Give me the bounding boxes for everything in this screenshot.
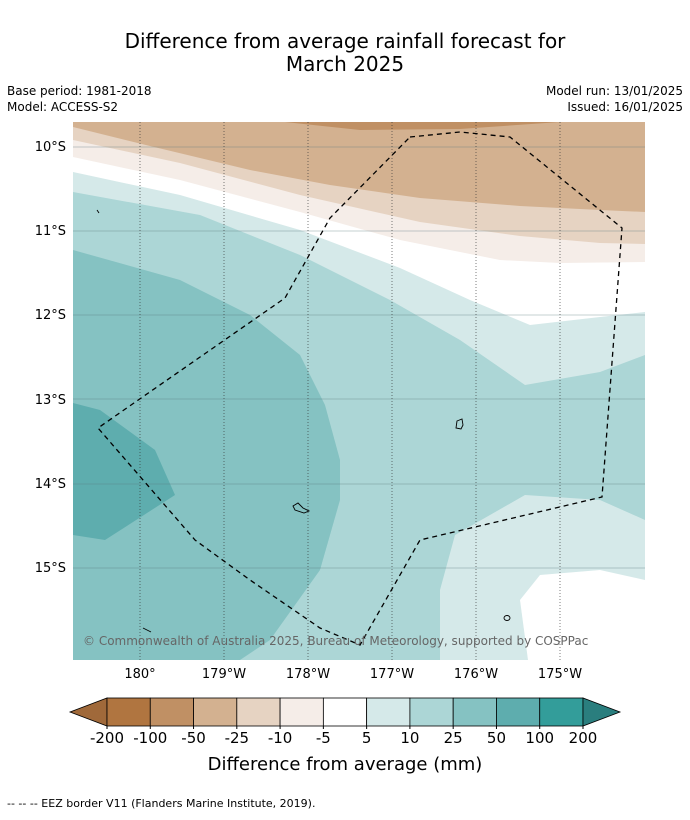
- colorbar-segment: [452, 697, 497, 727]
- colorbar: [68, 697, 622, 729]
- colorbar-segment: [193, 697, 238, 727]
- lon-label: 180°: [124, 667, 155, 682]
- colorbar-extend-high: [582, 697, 622, 727]
- title-line-1: Difference from average rainfall forecas…: [124, 29, 566, 53]
- colorbar-tick-label: 200: [569, 729, 598, 747]
- colorbar-segment: [366, 697, 411, 727]
- colorbar-segment: [149, 697, 194, 727]
- band-50-100: [73, 403, 175, 540]
- lat-label: 13°S: [35, 393, 66, 408]
- lon-label: 178°W: [286, 667, 330, 682]
- lat-label: 15°S: [35, 561, 66, 576]
- colorbar-tick-label: -10: [268, 729, 293, 747]
- colorbar-segment: [409, 697, 454, 727]
- lon-label: 177°W: [370, 667, 414, 682]
- model-name: Model: ACCESS-S2: [7, 100, 119, 114]
- colorbar-tick-label: 10: [400, 729, 419, 747]
- colorbar-tick-label: 100: [525, 729, 554, 747]
- band-minus50-minus100: [285, 122, 560, 130]
- islands: [96, 209, 511, 633]
- metadata-right: Model run: 13/01/2025 Issued: 16/01/2025: [546, 83, 683, 115]
- colorbar-tick-label: -25: [225, 729, 250, 747]
- lat-label: 12°S: [35, 308, 66, 323]
- colorbar-segment: [106, 697, 151, 727]
- lat-label: 10°S: [35, 140, 66, 155]
- longitude-labels: 180° 179°W 178°W 177°W 176°W 175°W: [124, 667, 582, 682]
- metadata-left: Base period: 1981-2018 Model: ACCESS-S2: [7, 83, 152, 115]
- island-east: [455, 418, 464, 430]
- band-minus25-minus50: [73, 122, 645, 212]
- eez-footnote: -- -- -- EEZ border V11 (Flanders Marine…: [7, 797, 316, 810]
- colorbar-tick-label: 50: [487, 729, 506, 747]
- model-run: Model run: 13/01/2025: [545, 84, 683, 98]
- base-period: Base period: 1981-2018: [7, 84, 152, 98]
- latitude-labels: 10°S 11°S 12°S 13°S 14°S 15°S: [35, 140, 66, 576]
- title-line-2: March 2025: [285, 52, 405, 76]
- colorbar-segment: [496, 697, 541, 727]
- island-central: [292, 502, 311, 514]
- island-northwest: [96, 209, 100, 214]
- colorbar-segment: [322, 697, 368, 727]
- lon-label: 179°W: [202, 667, 246, 682]
- colorbar-tick-label: 5: [362, 729, 372, 747]
- colorbar-segment: [279, 697, 324, 727]
- colorbar-tick-label: -100: [133, 729, 167, 747]
- colorbar-tick-label: 25: [444, 729, 463, 747]
- lat-label: 11°S: [35, 224, 66, 239]
- lon-label: 175°W: [538, 667, 582, 682]
- map-title: Difference from average rainfall forecas…: [0, 30, 690, 76]
- copyright-text: © Commonwealth of Australia 2025, Bureau…: [83, 634, 588, 648]
- colorbar-tick-label: -200: [90, 729, 124, 747]
- colorbar-tick-labels: -200 -100 -50 -25 -10 -5 5 10 25 50 100 200: [90, 729, 597, 747]
- colorbar-extend-low: [68, 697, 108, 727]
- colorbar-segment: [539, 697, 584, 727]
- band-neutral-south: [520, 570, 645, 660]
- issued-date: Issued: 16/01/2025: [567, 100, 683, 114]
- colorbar-tick-label: -50: [181, 729, 206, 747]
- rainfall-field: [73, 122, 645, 660]
- lat-label: 14°S: [35, 477, 66, 492]
- colorbar-tick-label: -5: [316, 729, 331, 747]
- lon-label: 176°W: [454, 667, 498, 682]
- island-southwest: [142, 627, 152, 633]
- colorbar-segment: [236, 697, 281, 727]
- island-southeast: [503, 615, 511, 621]
- colorbar-label: Difference from average (mm): [208, 754, 483, 775]
- latitude-gridlines: [73, 146, 645, 569]
